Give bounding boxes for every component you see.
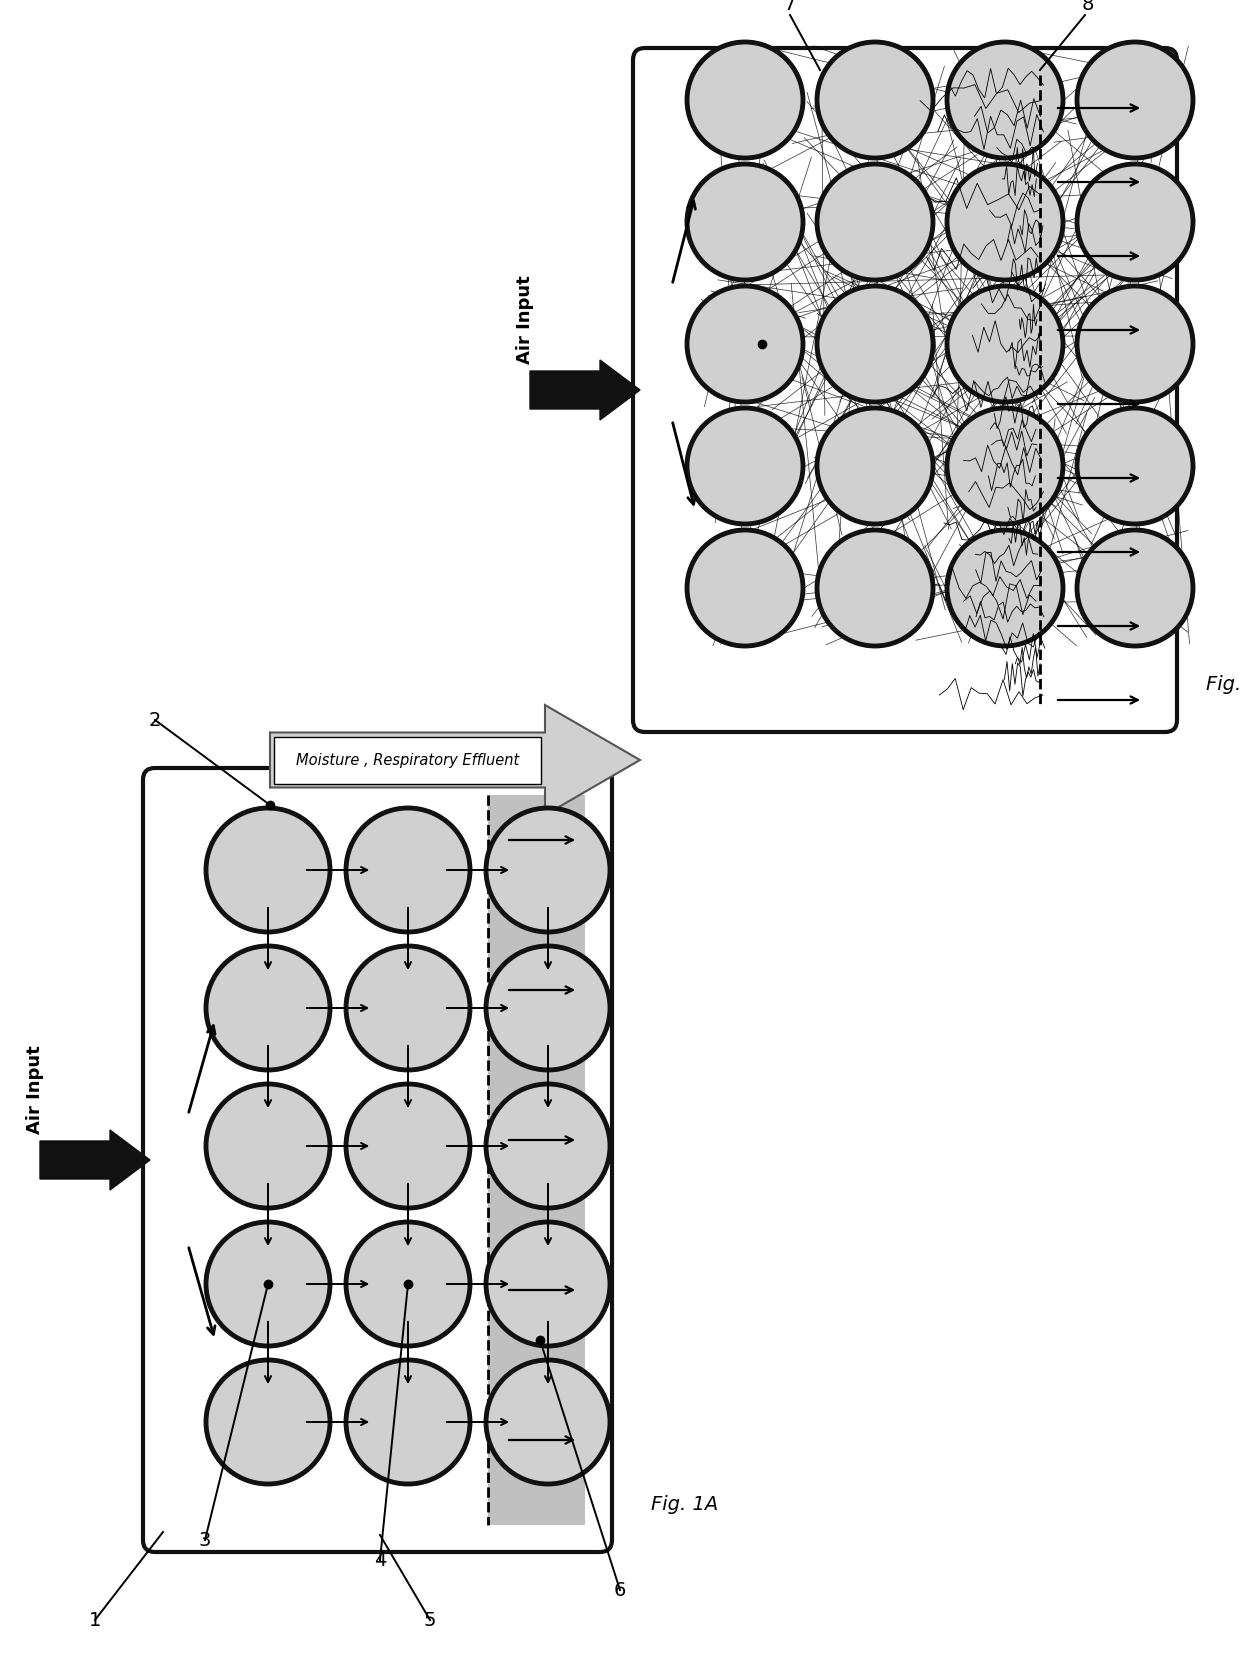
Text: 4: 4	[373, 1551, 386, 1569]
FancyBboxPatch shape	[632, 48, 1177, 732]
Circle shape	[817, 408, 932, 524]
Text: 8: 8	[1081, 0, 1094, 15]
Circle shape	[687, 41, 804, 157]
Circle shape	[687, 408, 804, 524]
Circle shape	[687, 287, 804, 403]
Text: Fig. 1A: Fig. 1A	[651, 1495, 719, 1514]
Circle shape	[206, 1360, 330, 1485]
Circle shape	[947, 287, 1063, 403]
Circle shape	[206, 1084, 330, 1208]
Circle shape	[947, 164, 1063, 280]
Circle shape	[1078, 164, 1193, 280]
Circle shape	[1078, 530, 1193, 646]
FancyBboxPatch shape	[143, 767, 613, 1553]
Circle shape	[206, 1221, 330, 1345]
Circle shape	[817, 287, 932, 403]
Circle shape	[1078, 408, 1193, 524]
Circle shape	[1078, 287, 1193, 403]
Circle shape	[947, 41, 1063, 157]
Text: 5: 5	[424, 1611, 436, 1629]
Text: 3: 3	[198, 1531, 211, 1549]
Circle shape	[947, 408, 1063, 524]
Bar	[489, 795, 585, 1524]
Polygon shape	[270, 704, 640, 815]
Polygon shape	[40, 1130, 150, 1190]
Circle shape	[817, 41, 932, 157]
Text: 6: 6	[614, 1581, 626, 1599]
Circle shape	[346, 809, 470, 931]
Text: Air Input: Air Input	[516, 275, 534, 365]
Text: Moisture , Respiratory Effluent: Moisture , Respiratory Effluent	[296, 752, 520, 767]
Circle shape	[687, 530, 804, 646]
Circle shape	[817, 530, 932, 646]
Circle shape	[687, 164, 804, 280]
Circle shape	[346, 1084, 470, 1208]
Circle shape	[1078, 41, 1193, 157]
Bar	[274, 736, 541, 784]
Text: Fig. 1B: Fig. 1B	[1207, 674, 1240, 694]
Circle shape	[486, 1221, 610, 1345]
Circle shape	[947, 530, 1063, 646]
Text: 1: 1	[89, 1611, 102, 1629]
Circle shape	[206, 809, 330, 931]
Circle shape	[486, 946, 610, 1070]
Circle shape	[206, 946, 330, 1070]
Circle shape	[817, 164, 932, 280]
Text: 2: 2	[149, 711, 161, 729]
Polygon shape	[529, 360, 640, 419]
Circle shape	[486, 809, 610, 931]
Circle shape	[346, 1360, 470, 1485]
Circle shape	[486, 1360, 610, 1485]
Text: 7: 7	[784, 0, 796, 15]
Circle shape	[346, 1221, 470, 1345]
Circle shape	[346, 946, 470, 1070]
Circle shape	[486, 1084, 610, 1208]
Text: Air Input: Air Input	[26, 1046, 43, 1135]
